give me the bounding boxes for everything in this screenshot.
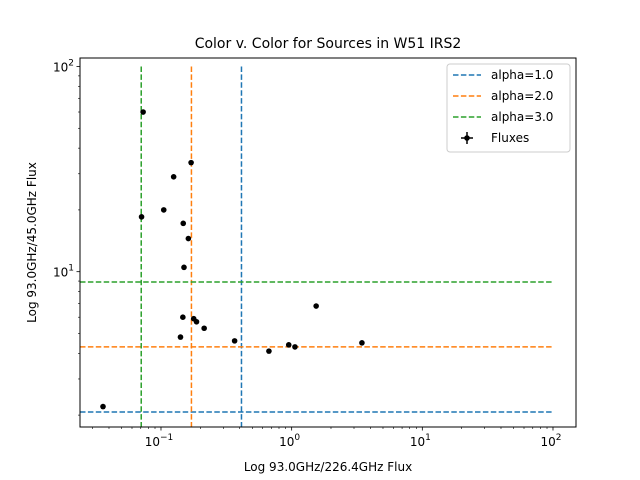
y-tick-label-exp: 1 — [68, 264, 74, 274]
data-point — [181, 264, 187, 271]
data-point — [359, 340, 365, 346]
x-tick-label-base: 10 — [145, 435, 160, 449]
data-point — [138, 214, 145, 220]
chart-title: Color v. Color for Sources in W51 IRS2 — [195, 36, 462, 52]
data-point — [100, 403, 106, 410]
plot-clip-group — [80, 66, 553, 427]
y-tick-label-base: 10 — [53, 266, 68, 280]
plot-area — [80, 66, 553, 427]
x-tick-label: 10−1 — [145, 433, 174, 449]
legend-label-alpha-2-0: alpha=2.0 — [491, 89, 553, 103]
y-tick-label-exp: 2 — [68, 58, 74, 68]
data-point — [177, 334, 184, 340]
data-point — [160, 207, 167, 213]
x-tick-label-exp: 0 — [294, 433, 300, 443]
legend-box — [446, 63, 571, 153]
x-tick-label: 102 — [540, 433, 561, 449]
x-tick-label-base: 10 — [540, 435, 555, 449]
x-tick-label-exp: 2 — [556, 433, 562, 443]
legend-label-alpha-3-0: alpha=3.0 — [491, 110, 553, 124]
y-tick-label-base: 10 — [53, 60, 68, 74]
legend-label-alpha-1-0: alpha=1.0 — [491, 68, 553, 82]
x-tick-label: 100 — [279, 433, 300, 449]
data-point — [185, 235, 192, 242]
legend-swatch-point — [464, 135, 470, 141]
data-point — [231, 338, 238, 344]
legend-label-fluxes: Fluxes — [491, 131, 529, 145]
data-point — [188, 159, 194, 166]
y-axis-label: Log 93.0GHz/45.0GHz Flux — [25, 162, 39, 323]
legend: alpha=1.0 alpha=2.0 alpha=3.0 Fluxes — [446, 63, 571, 153]
x-tick-label: 101 — [410, 433, 431, 449]
data-point — [170, 174, 177, 180]
data-point — [266, 348, 272, 354]
data-point — [201, 325, 207, 332]
data-point — [180, 314, 186, 321]
axes-frame — [79, 57, 577, 428]
x-tick-label-base: 10 — [410, 435, 425, 449]
x-axis-label: Log 93.0GHz/226.4GHz Flux — [244, 460, 412, 474]
data-point — [285, 342, 292, 348]
data-point — [313, 303, 319, 309]
data-point — [193, 318, 200, 325]
y-tick-label: 101 — [53, 264, 74, 280]
x-tick-label-exp: −1 — [160, 433, 173, 443]
data-point — [180, 220, 187, 227]
x-tick-label-exp: 1 — [425, 433, 431, 443]
y-tick-label: 102 — [53, 58, 74, 74]
data-point — [292, 344, 298, 350]
x-tick-label-base: 10 — [279, 435, 294, 449]
data-point — [140, 109, 146, 115]
